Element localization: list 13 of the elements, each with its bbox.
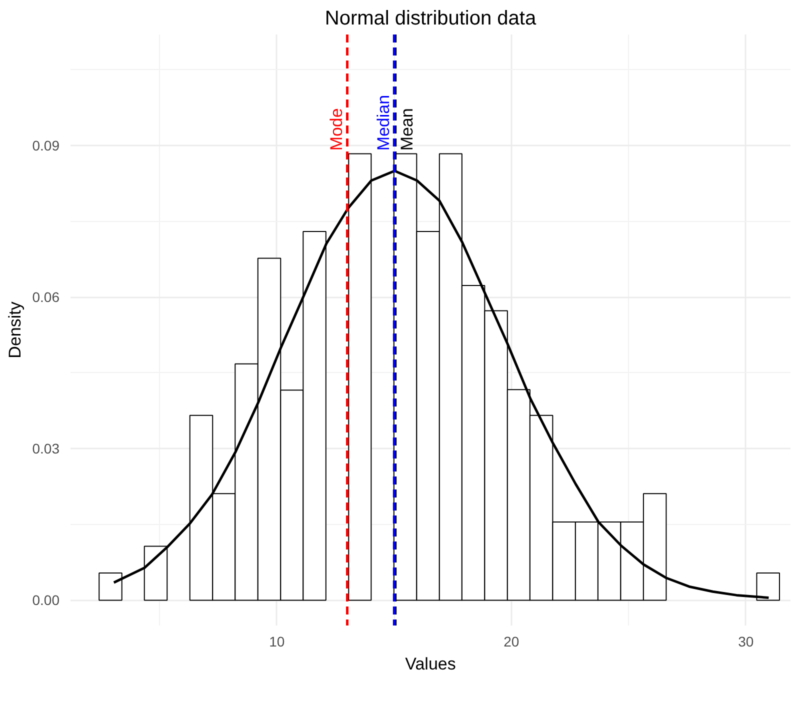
chart-title: Normal distribution data	[324, 8, 537, 30]
y-tick-label: 0.00	[32, 592, 60, 608]
ref-line-label: Mode	[327, 108, 346, 151]
x-tick-label: 20	[504, 634, 520, 650]
y-tick-label: 0.09	[32, 138, 60, 154]
ref-line-label: Median	[374, 94, 394, 151]
y-axis-title: Density	[5, 301, 24, 358]
x-tick-label: 10	[269, 634, 285, 650]
y-tick-label: 0.03	[32, 440, 60, 457]
x-axis-title: Values	[405, 654, 456, 674]
x-tick-label: 30	[738, 634, 754, 650]
ref-line-label: Mean	[397, 108, 416, 151]
y-tick-label: 0.06	[32, 289, 60, 306]
